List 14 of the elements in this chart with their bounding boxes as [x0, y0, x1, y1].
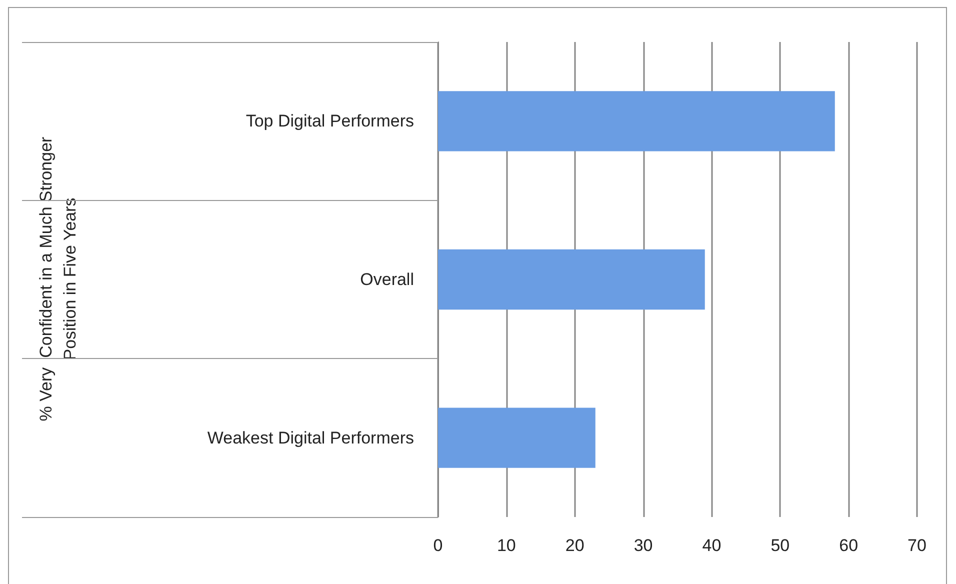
- x-tick-label: 30: [634, 536, 653, 555]
- x-tick-label: 70: [908, 536, 926, 555]
- x-tick-label: 50: [770, 536, 790, 555]
- x-tick-label: 60: [839, 536, 858, 555]
- bar: [438, 249, 705, 310]
- x-tick-label: 10: [496, 536, 516, 555]
- bar: [438, 408, 596, 468]
- bar: [438, 91, 835, 152]
- x-tick-label: 0: [433, 536, 443, 555]
- x-tick-label: 40: [702, 536, 722, 555]
- x-tick-label: 20: [565, 536, 584, 555]
- y-tick-label: Weakest Digital Performers: [207, 428, 414, 448]
- y-tick-label: Top Digital Performers: [246, 112, 414, 131]
- y-tick-label: Overall: [360, 270, 414, 289]
